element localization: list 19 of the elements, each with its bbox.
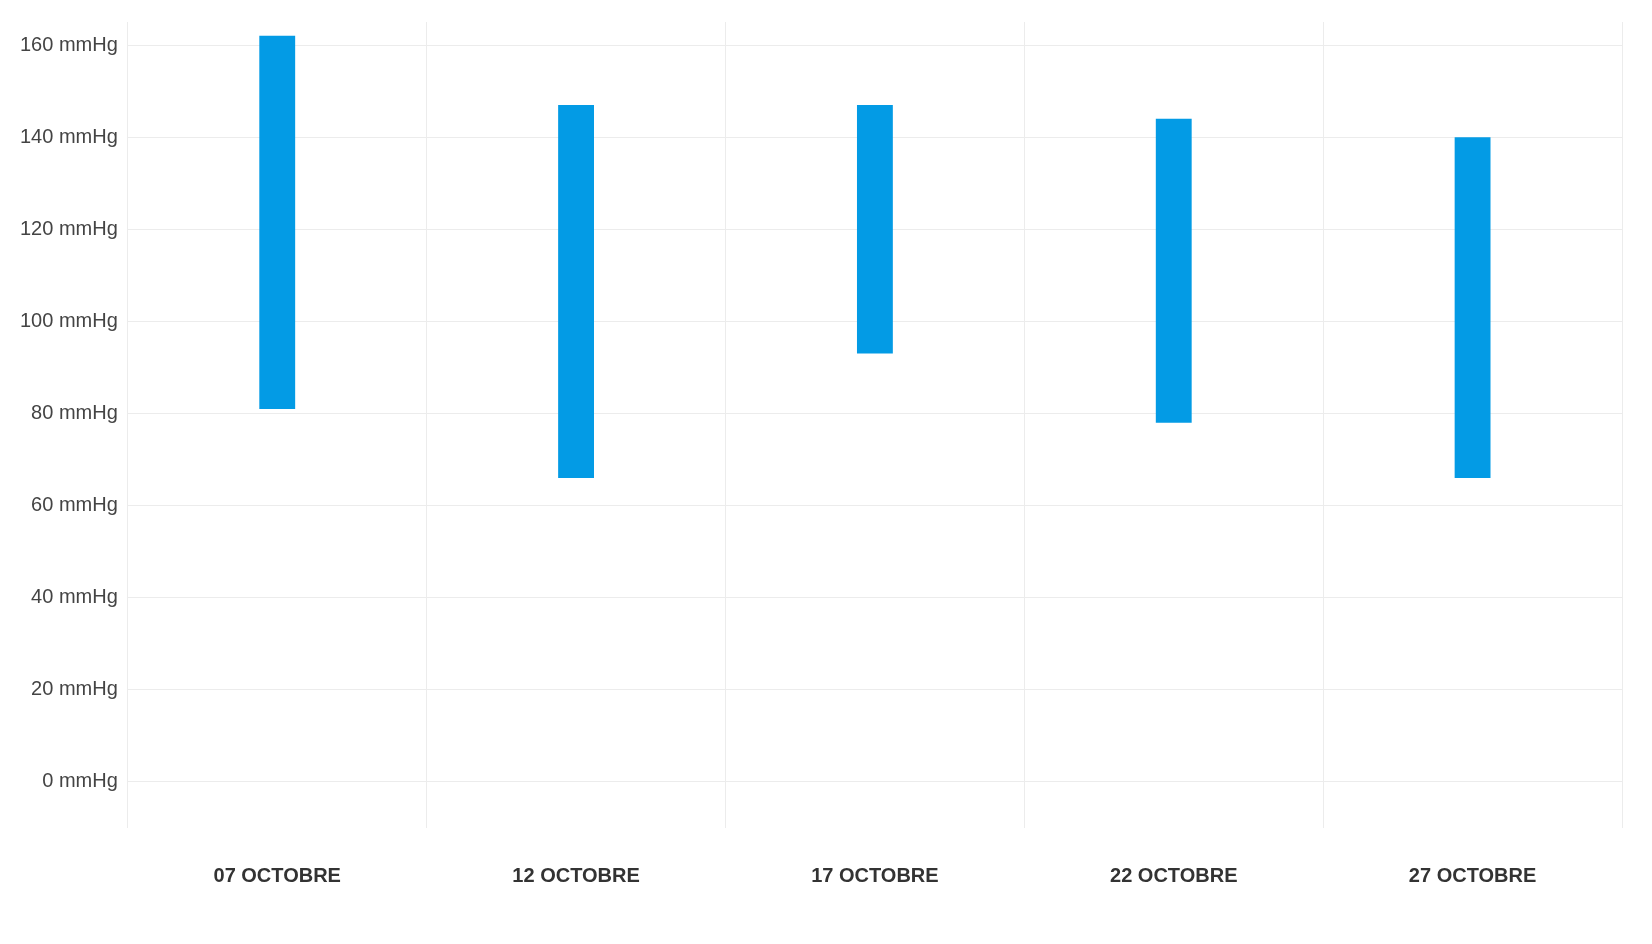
bar [1155, 118, 1192, 423]
bar [259, 35, 296, 409]
y-tick-label: 20 mmHg [31, 677, 118, 700]
y-tick-label: 120 mmHg [20, 216, 118, 239]
x-tick-label: 07 OCTOBRE [213, 863, 341, 886]
bar [856, 104, 893, 354]
x-tick-label: 22 OCTOBRE [1110, 863, 1238, 886]
x-tick-label: 17 OCTOBRE [811, 863, 939, 886]
y-tick-label: 160 mmHg [20, 32, 118, 55]
bar [558, 104, 594, 478]
y-tick-label: 80 mmHg [31, 401, 118, 423]
y-tick-label: 60 mmHg [31, 493, 118, 516]
y-tick-label: 140 mmHg [20, 124, 118, 147]
y-tick-label: 100 mmHg [20, 308, 118, 331]
x-tick-label: 12 OCTOBRE [512, 863, 640, 886]
x-tick-label: 27 OCTOBRE [1408, 863, 1537, 886]
y-tick-label: 40 mmHg [31, 585, 118, 608]
y-tick-label: 0 mmHg [42, 769, 118, 792]
bar [1454, 137, 1491, 478]
